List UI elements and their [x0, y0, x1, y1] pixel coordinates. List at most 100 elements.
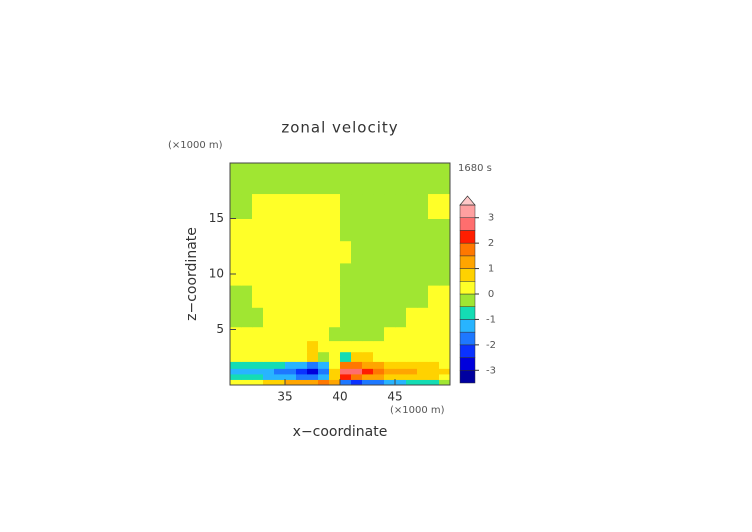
field-cell [406, 193, 418, 219]
field-cell [329, 240, 341, 264]
field-cell [340, 351, 352, 362]
field-cell [263, 285, 275, 308]
field-cell [307, 307, 319, 328]
field-cell [307, 240, 319, 264]
colorbar-tick-label: 2 [488, 238, 494, 249]
field-cell [384, 340, 396, 353]
colorbar-tick-label: 3 [488, 213, 494, 224]
field-cell [252, 307, 264, 328]
colorbar-tick-label: -3 [486, 365, 496, 376]
field-cell [384, 218, 396, 242]
field-cell [362, 326, 374, 342]
field-cell [428, 193, 440, 219]
field-cell [285, 379, 297, 386]
field-cell [395, 361, 407, 369]
field-cell [384, 240, 396, 264]
field-cell [318, 361, 330, 369]
field-cell [362, 307, 374, 328]
colorbar-band [459, 306, 476, 320]
field-cell [307, 193, 319, 219]
chart-title: zonal velocity [281, 119, 398, 137]
field-cell [384, 351, 396, 362]
field-cell [318, 326, 330, 342]
field-cell [329, 368, 341, 375]
field-cell [318, 285, 330, 308]
field-cell [241, 193, 253, 219]
field-cell [329, 340, 341, 353]
field-cell [417, 163, 429, 195]
field-cell [439, 373, 451, 380]
field-cell [428, 373, 440, 380]
field-cell [252, 218, 264, 242]
field-cell [373, 218, 385, 242]
field-cell [285, 307, 297, 328]
field-cell [274, 285, 286, 308]
field-cell [373, 193, 385, 219]
field-cell [252, 285, 264, 308]
field-cell [296, 307, 308, 328]
field-cell [274, 373, 286, 380]
field [230, 163, 451, 386]
field-cell [362, 351, 374, 362]
field-cell [230, 240, 242, 264]
colorbar-band [459, 204, 476, 218]
field-cell [263, 326, 275, 342]
field-cell [417, 368, 429, 375]
field-cell [340, 163, 352, 195]
x-tick-label: 45 [387, 390, 402, 404]
field-cell [340, 262, 352, 286]
field-cell [296, 326, 308, 342]
field-cell [406, 262, 418, 286]
field-cell [285, 368, 297, 375]
field-cell [439, 379, 451, 386]
field-cell [340, 340, 352, 353]
field-cell [428, 326, 440, 342]
field-cell [428, 262, 440, 286]
field-cell [406, 373, 418, 380]
field-cell [417, 285, 429, 308]
field-cell [230, 307, 242, 328]
field-cell [329, 326, 341, 342]
field-cell [384, 262, 396, 286]
field-cell [296, 361, 308, 369]
field-cell [230, 285, 242, 308]
field-cell [373, 361, 385, 369]
field-cell [417, 326, 429, 342]
field-cell [384, 193, 396, 219]
field-cell [318, 307, 330, 328]
colorbar-band [459, 331, 476, 346]
colorbar-band [459, 293, 476, 307]
field-cell [252, 240, 264, 264]
field-cell [395, 218, 407, 242]
field-cell [329, 285, 341, 308]
field-cell [439, 361, 451, 369]
field-cell [307, 262, 319, 286]
field-cell [362, 361, 374, 369]
field-cell [318, 368, 330, 375]
field-cell [230, 218, 242, 242]
field-cell [417, 240, 429, 264]
field-cell [340, 307, 352, 328]
field-cell [241, 163, 253, 195]
field-cell [351, 307, 363, 328]
field-cell [439, 307, 451, 328]
field-cell [307, 373, 319, 380]
field-cell [384, 326, 396, 342]
field-cell [318, 340, 330, 353]
field-cell [439, 340, 451, 353]
field-cell [241, 218, 253, 242]
field-cell [274, 326, 286, 342]
field-cell [252, 373, 264, 380]
field-cell [417, 379, 429, 386]
field-cell [406, 326, 418, 342]
field-cell [373, 379, 385, 386]
field-cell [274, 193, 286, 219]
field-cell [285, 373, 297, 380]
field-cell [296, 351, 308, 362]
field-cell [296, 163, 308, 195]
field-cell [285, 193, 297, 219]
field-cell [252, 193, 264, 219]
field-cell [384, 379, 396, 386]
x-tick-label: 40 [332, 390, 347, 404]
field-cell [241, 240, 253, 264]
